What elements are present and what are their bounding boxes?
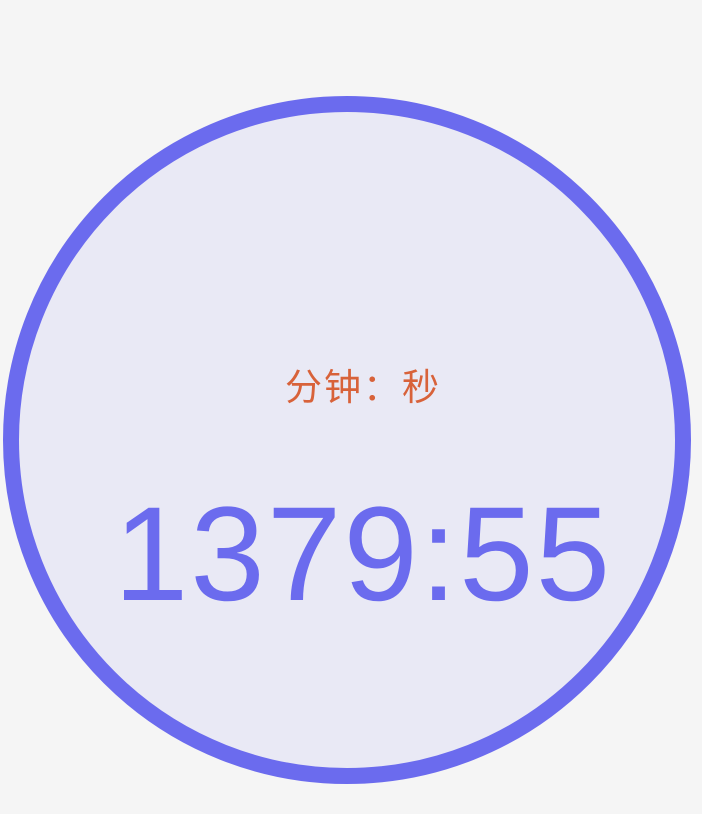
time-unit-label: 分钟：秒 [285, 366, 441, 409]
elapsed-time-display: 1379:55 [113, 480, 613, 629]
timer-circle: 分钟：秒 1379:55 [3, 96, 691, 784]
